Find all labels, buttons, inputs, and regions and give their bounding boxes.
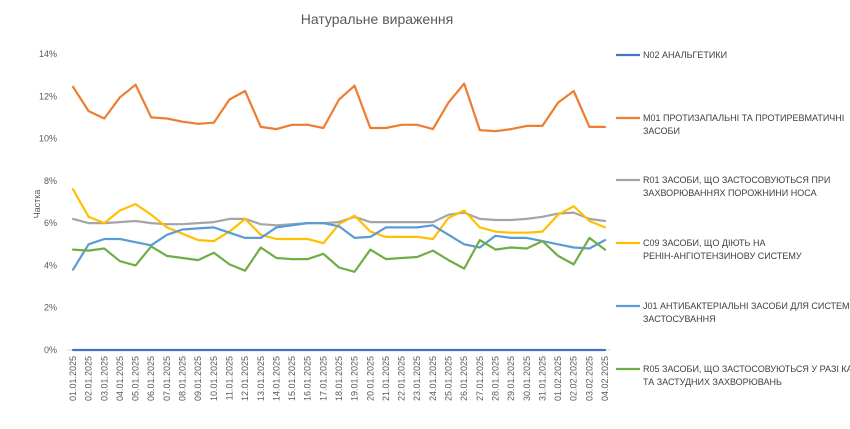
series-line-1 <box>71 82 607 133</box>
x-tick-label: 03.01.2025 <box>99 356 109 401</box>
series-line-5 <box>71 236 607 273</box>
x-tick-label: 15.01.2025 <box>287 356 297 401</box>
x-tick-label: 11.01.2025 <box>224 356 234 400</box>
x-tick-label: 12.01.2025 <box>240 356 250 401</box>
series-lines <box>71 82 607 352</box>
y-axis-label: Частка <box>32 190 42 219</box>
x-tick-label: 21.01.2025 <box>381 356 391 401</box>
x-tick-label: 24.01.2025 <box>428 356 438 401</box>
x-tick-label: 03.02.2025 <box>584 356 594 401</box>
y-tick-label: 14% <box>39 49 57 59</box>
y-tick-label: 8% <box>44 176 57 186</box>
x-tick-label: 30.01.2025 <box>522 356 532 401</box>
x-tick-label: 07.01.2025 <box>162 356 172 401</box>
x-tick-label: 18.01.2025 <box>334 356 344 401</box>
legend-entry-1: M01 ПРОТИЗАПАЛЬНІ ТА ПРОТИРЕВМАТИЧНІ ЗАСО… <box>643 113 844 136</box>
x-tick-label: 05.01.2025 <box>131 356 141 401</box>
y-tick-label: 6% <box>44 218 57 228</box>
x-tick-label: 27.01.2025 <box>475 356 485 401</box>
y-tick-label: 4% <box>44 260 57 270</box>
chart-title: Натуральне вираження <box>301 11 453 27</box>
legend-entry-4: J01 АНТИБАКТЕРІАЛЬНІ ЗАСОБИ ДЛЯ СИСТЕМНО… <box>643 301 850 324</box>
x-tick-label: 29.01.2025 <box>506 356 516 401</box>
x-tick-label: 14.01.2025 <box>271 356 281 401</box>
series-line-3 <box>71 188 607 245</box>
x-tick-label: 01.02.2025 <box>553 356 563 401</box>
y-tick-label: 2% <box>44 303 57 313</box>
x-tick-label: 01.01.2025 <box>68 356 78 401</box>
x-tick-label: 16.01.2025 <box>303 356 313 401</box>
series-line-4 <box>71 222 607 271</box>
y-tick-label: 0% <box>44 345 57 355</box>
x-tick-label: 17.01.2025 <box>318 356 328 401</box>
legend-entry-3: C09 ЗАСОБИ, ЩО ДІЮТЬ НА РЕНІН-АНГІОТЕНЗИН… <box>643 238 802 261</box>
x-tick-label: 04.02.2025 <box>600 356 610 401</box>
legend: N02 АНАЛЬГЕТИКИ M01 ПРОТИЗАПАЛЬНІ ТА ПРОТ… <box>616 50 850 387</box>
x-tick-label: 02.02.2025 <box>569 356 579 401</box>
x-tick-label: 23.01.2025 <box>412 356 422 401</box>
x-tick-label: 25.01.2025 <box>444 356 454 401</box>
legend-entry-5: R05 ЗАСОБИ, ЩО ЗАСТОСОВУЮТЬСЯ У РАЗІ КАШ… <box>643 364 850 387</box>
x-tick-label: 09.01.2025 <box>193 356 203 401</box>
x-tick-label: 22.01.2025 <box>397 356 407 401</box>
y-tick-label: 12% <box>39 91 57 101</box>
x-tick-label: 19.01.2025 <box>350 356 360 401</box>
x-tick-label: 04.01.2025 <box>115 356 125 401</box>
x-tick-label: 26.01.2025 <box>459 356 469 401</box>
y-tick-label: 10% <box>39 134 57 144</box>
x-tick-label: 02.01.2025 <box>84 356 94 401</box>
x-axis-ticks: 01.01.2025 02.01.2025 03.01.2025 04.01.2025… <box>68 356 610 401</box>
y-axis-ticks: 0% 2% 4% 6% 8% 10% 12% 14% <box>39 49 57 355</box>
x-tick-label: 31.01.2025 <box>537 356 547 401</box>
x-tick-label: 06.01.2025 <box>146 356 156 401</box>
x-tick-label: 08.01.2025 <box>178 356 188 401</box>
x-tick-label: 13.01.2025 <box>256 356 266 401</box>
legend-entry-2: R01 ЗАСОБИ, ЩО ЗАСТОСОВУЮТЬСЯ ПРИ ЗАХВОРЮ… <box>643 175 830 198</box>
x-tick-label: 20.01.2025 <box>365 356 375 401</box>
legend-entry-0: N02 АНАЛЬГЕТИКИ <box>643 50 727 60</box>
x-tick-label: 28.01.2025 <box>490 356 500 401</box>
x-tick-label: 10.01.2025 <box>209 356 219 401</box>
